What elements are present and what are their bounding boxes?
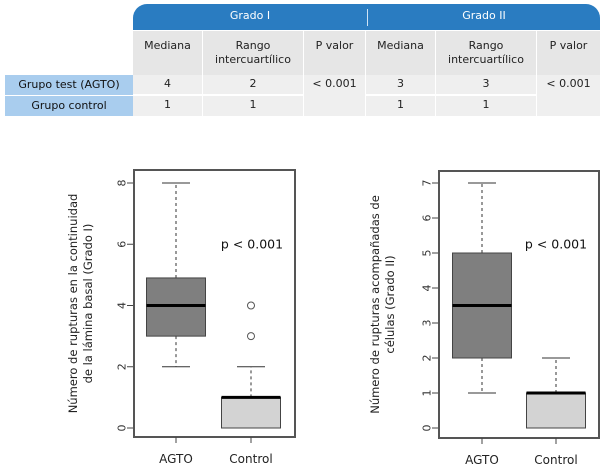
col-header-mediana-1: Mediana (133, 31, 203, 75)
col-header-text: P valor (315, 39, 354, 52)
y-tick-label: 6 (116, 241, 129, 248)
col-header-text: Mediana (377, 39, 424, 52)
col-header-text: Mediana (144, 39, 191, 52)
table-cell-pvalue: < 0.001 (537, 75, 600, 116)
table-cell: 1 (366, 96, 436, 116)
table-cell-pvalue: < 0.001 (304, 75, 366, 116)
y-tick-label: 5 (421, 250, 434, 257)
plot-frame (133, 169, 296, 438)
row-label-control: Grupo control (5, 96, 133, 116)
y-tick-label: 1 (421, 390, 434, 397)
col-header-text: Rango (468, 39, 504, 52)
box-control (526, 392, 586, 429)
group-header-grado-2: Grado II (462, 9, 506, 22)
col-header-mediana-2: Mediana (366, 31, 436, 75)
x-tick-label: Control (534, 453, 577, 467)
outlier-point (247, 332, 255, 341)
col-header-pvalor-1: P valor (304, 31, 366, 75)
pvalue-text: < 0.001 (312, 77, 357, 90)
y-axis-label: Número de rupturas en la continuidad (66, 194, 80, 414)
y-tick-label: 2 (116, 363, 129, 370)
boxplot-grado-1: Número de rupturas en la continuidad de l… (66, 169, 296, 466)
table-cell: 1 (203, 96, 304, 116)
y-tick-label: 7 (421, 180, 434, 187)
y-tick-label: 6 (421, 215, 434, 222)
col-header-text: Rango (235, 39, 271, 52)
table-cell: 3 (366, 75, 436, 95)
p-value-annotation: p < 0.001 (525, 236, 587, 251)
y-tick-label: 4 (116, 302, 129, 309)
plot-frame (438, 170, 600, 439)
y-tick-label: 3 (421, 320, 434, 327)
x-tick-label: Control (229, 452, 272, 466)
boxplot-grado-2: Número de rupturas acompañadas de células… (368, 170, 600, 467)
y-axis-label: células (Grado II) (383, 255, 397, 353)
group-header-grado-1: Grado I (229, 9, 271, 22)
table-cell: 1 (133, 96, 203, 116)
table-cell: 2 (203, 75, 304, 95)
outlier-point (247, 301, 255, 310)
group-divider (367, 9, 368, 26)
box-control (221, 396, 281, 429)
col-header-text: intercuartílico (448, 53, 524, 66)
col-header-pvalor-2: P valor (537, 31, 600, 75)
pvalue-text: < 0.001 (546, 77, 591, 90)
table-group-header: Grado I Grado II (133, 4, 600, 30)
results-table: Grado I Grado II Mediana Rango intercuart… (0, 0, 604, 120)
col-header-text: P valor (549, 39, 588, 52)
row-label-agto: Grupo test (AGTO) (5, 75, 133, 95)
y-tick-label: 4 (421, 285, 434, 292)
box-agto (146, 277, 206, 337)
col-header-rango-2: Rango intercuartílico (436, 31, 537, 75)
table-cell: 4 (133, 75, 203, 95)
table-cell: 1 (436, 96, 537, 116)
y-tick-label: 0 (421, 425, 434, 432)
col-header-rango-1: Rango intercuartílico (203, 31, 304, 75)
y-tick-label: 8 (116, 180, 129, 187)
x-tick-label: AGTO (159, 452, 193, 466)
y-axis-label: Número de rupturas acompañadas de (368, 195, 382, 414)
col-header-text: intercuartílico (215, 53, 291, 66)
y-axis-label: de la lámina basal (Grado I) (81, 224, 95, 384)
p-value-annotation: p < 0.001 (221, 236, 283, 251)
y-tick-label: 0 (116, 425, 129, 432)
x-tick-label: AGTO (465, 453, 499, 467)
y-tick-label: 2 (421, 355, 434, 362)
table-cell: 3 (436, 75, 537, 95)
